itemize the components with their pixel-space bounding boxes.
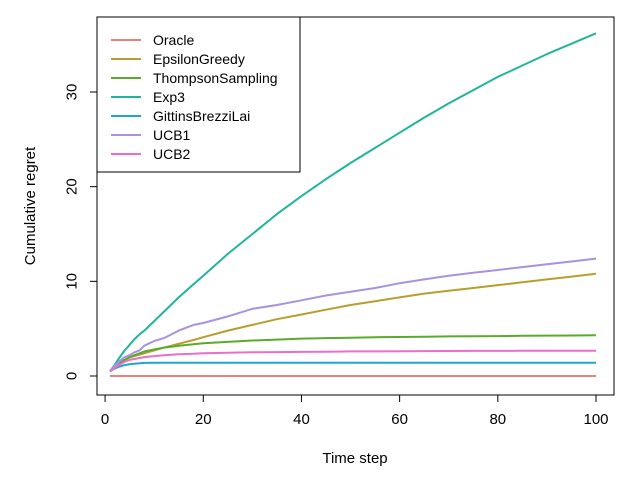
legend-label-ucb2: UCB2 (153, 146, 191, 162)
x-tick-label: 60 (391, 411, 408, 428)
series-line-ucb1 (109, 257, 597, 372)
legend-label-ucb1: UCB1 (153, 127, 191, 143)
y-tick-label: 30 (64, 84, 81, 101)
x-tick-label: 80 (489, 411, 506, 428)
x-tick-label: 20 (195, 411, 212, 428)
y-tick-label: 10 (64, 273, 81, 290)
series-line-thompsonsampling (109, 334, 597, 373)
series-line-gittinsbrezzilai (109, 361, 596, 373)
y-axis-label: Cumulative regret (22, 146, 39, 265)
x-axis-label: Time step (322, 450, 387, 467)
x-tick-label: 40 (293, 411, 310, 428)
legend-box (96, 16, 301, 173)
legend-label-epsilongreedy: EpsilonGreedy (153, 51, 245, 67)
series-line-epsilongreedy (109, 272, 597, 373)
legend-label-thompsonsampling: ThompsonSampling (153, 70, 278, 86)
series-line-exp3 (109, 32, 597, 372)
x-tick-label: 0 (101, 411, 109, 428)
series-lines (109, 32, 597, 377)
legend-label-oracle: Oracle (153, 32, 194, 48)
y-axis: 0 10 20 30 (64, 84, 98, 380)
y-tick-label: 20 (64, 178, 81, 195)
x-tick-label: 100 (583, 411, 608, 428)
series-line-ucb2 (109, 349, 596, 373)
legend-label-gittinsbrezzilai: GittinsBrezziLai (153, 108, 250, 124)
y-tick-label: 0 (64, 372, 81, 380)
legend-label-exp3: Exp3 (153, 89, 185, 105)
x-axis: 0 20 40 60 80 100 (101, 394, 609, 428)
legend: Oracle EpsilonGreedy ThompsonSampling Exp3 G… (96, 16, 301, 173)
